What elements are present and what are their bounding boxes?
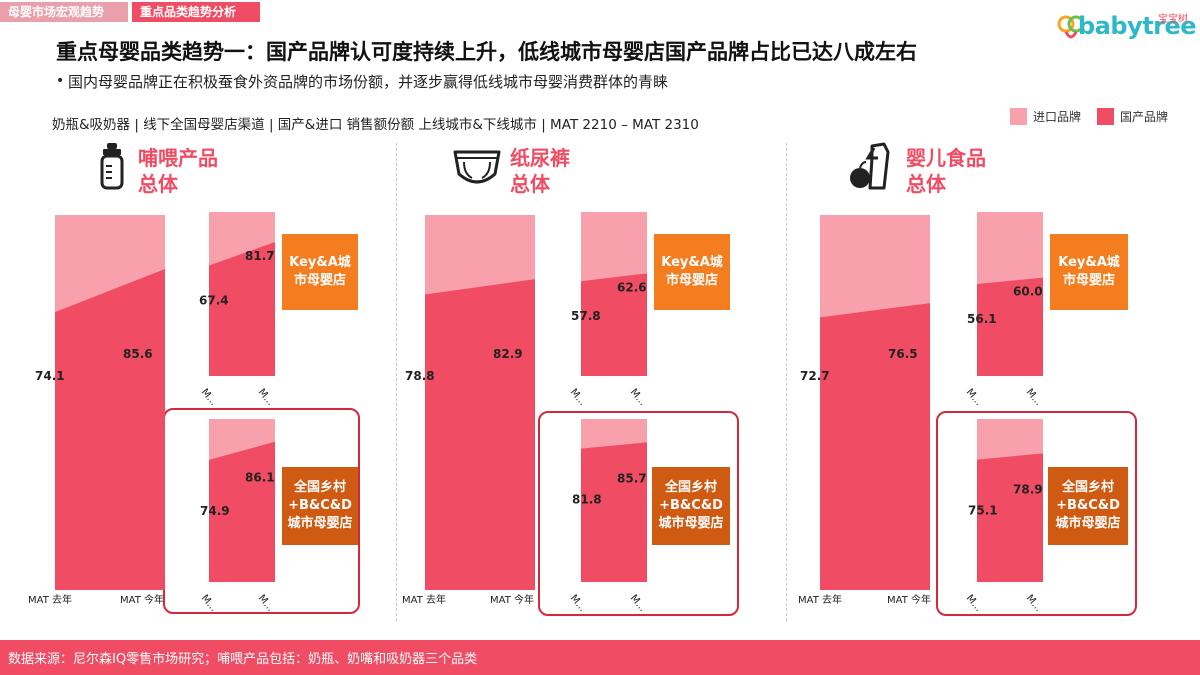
panel-title-feeding-line1: 哺喂产品 [138,146,218,170]
key-a-share-domestic-area [209,242,275,376]
x-tick-label: M... [568,593,588,614]
page-subtitle: 国内母婴品牌正在积极蚕食外资品牌的市场份额，并逐步赢得低线城市母婴消费群体的青睐 [68,73,669,91]
lower-tier-highlight-box [538,411,739,616]
x-tick-label: MAT 去年 [28,593,72,606]
x-tick-label: M... [1024,593,1044,614]
data-scope: 奶瓶&吸奶器 | 线下全国母婴店渠道 | 国产&进口 销售额份额 上线城市&下线… [52,117,699,133]
logo-text: babytree [1078,12,1197,40]
main-share-domestic-area [820,303,930,590]
diaper-icon [453,150,501,184]
segment-tag-key-a: Key&A城市母婴店 [654,234,730,310]
data-label-key-a-last: 57.8 [571,309,601,323]
x-tick-label: M... [199,593,219,614]
lower-tier-highlight-box [936,411,1137,616]
panel-title-babyfood-line1: 婴儿食品 [906,146,986,170]
segment-tag-lower-tier: 全国乡村+B&C&D城市母婴店 [282,467,358,545]
key-a-share-domestic-area [581,273,647,376]
x-tick-label: MAT 今年 [120,593,164,606]
data-label-main-current: 76.5 [888,347,918,361]
tab-category-trends[interactable]: 重点品类趋势分析 [132,2,260,22]
x-tick-label: M... [199,387,219,408]
data-label-lower-tier-current: 86.1 [245,471,275,485]
legend-imported: 进口品牌 [1010,108,1081,125]
footer-source: 数据来源：尼尔森IQ零售市场研究；哺喂产品包括：奶瓶、奶嘴和吸奶器三个品类 [8,652,478,667]
bullet-dot: • [56,73,65,89]
x-tick-label: MAT 去年 [402,593,446,606]
panel-title-babyfood-line2: 总体 [906,172,946,196]
lower-tier-share-domestic-area [977,453,1043,582]
legend-domestic: 国产品牌 [1097,108,1168,125]
data-label-main-last: 78.8 [405,369,435,383]
panel-title-diaper: 纸尿裤 总体 [510,145,570,197]
data-label-key-a-last: 56.1 [967,312,997,326]
x-tick-label: M... [628,387,648,408]
x-tick-label: MAT 今年 [490,593,534,606]
logo-cn: 宝宝树 [1158,14,1188,25]
data-label-lower-tier-last: 74.9 [200,504,230,518]
legend-swatch-domestic [1097,108,1114,125]
data-label-key-a-current: 81.7 [245,249,275,263]
x-tick-label: MAT 去年 [798,593,842,606]
legend-swatch-imported [1010,108,1027,125]
segment-tag-key-a: Key&A城市母婴店 [1050,234,1128,310]
data-label-main-last: 72.7 [800,369,830,383]
x-tick-label: M... [256,593,276,614]
babytree-logo-icon [1057,15,1085,39]
key-a-share-domestic-area [977,277,1043,376]
panel-title-babyfood: 婴儿食品 总体 [906,145,986,197]
bottle-icon [100,143,124,190]
segment-tag-key-a: Key&A城市母婴店 [282,234,358,310]
data-label-lower-tier-last: 75.1 [968,504,998,518]
data-label-lower-tier-current: 78.9 [1013,482,1043,496]
lower-tier-share-domestic-area [209,441,275,582]
x-tick-label: M... [1024,387,1044,408]
x-tick-label: M... [256,387,276,408]
main-share-domestic-area [55,269,165,590]
data-label-main-last: 74.1 [35,369,65,383]
legend-label-domestic: 国产品牌 [1120,110,1169,124]
data-label-lower-tier-last: 81.8 [572,493,602,507]
panel-title-diaper-line1: 纸尿裤 [510,146,570,170]
panel-divider [396,143,397,621]
baby-food-icon [850,142,890,190]
data-label-key-a-current: 62.6 [617,280,647,294]
panel-title-feeding-line2: 总体 [138,172,178,196]
segment-tag-lower-tier: 全国乡村+B&C&D城市母婴店 [1048,467,1128,545]
panel-title-diaper-line2: 总体 [510,172,550,196]
page-title: 重点母婴品类趋势一：国产品牌认可度持续上升，低线城市母婴店国产品牌占比已达八成左… [56,40,917,64]
segment-tag-lower-tier: 全国乡村+B&C&D城市母婴店 [652,467,730,545]
data-label-key-a-last: 67.4 [199,293,229,307]
x-tick-label: M... [568,387,588,408]
x-tick-label: M... [964,593,984,614]
x-tick-label: M... [964,387,984,408]
tab-market-macro[interactable]: 母婴市场宏观趋势 [0,2,128,22]
panel-divider [786,143,787,621]
data-label-lower-tier-current: 85.7 [617,471,647,485]
data-label-key-a-current: 60.0 [1013,285,1043,299]
legend-label-imported: 进口品牌 [1033,110,1082,124]
panel-title-feeding: 哺喂产品 总体 [138,145,218,197]
main-share-domestic-area [425,279,535,590]
data-label-main-current: 82.9 [493,347,523,361]
x-tick-label: M... [628,593,648,614]
footer-bar [0,640,1200,675]
x-tick-label: MAT 今年 [887,593,931,606]
data-label-main-current: 85.6 [123,347,153,361]
lower-tier-share-domestic-area [581,442,647,582]
